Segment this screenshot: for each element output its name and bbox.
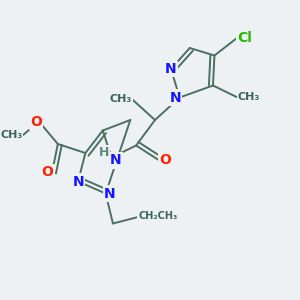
Text: CH₂CH₃: CH₂CH₃ — [138, 211, 178, 221]
Text: CH₃: CH₃ — [0, 130, 22, 140]
Text: CH₃: CH₃ — [238, 92, 260, 103]
Text: N: N — [104, 187, 116, 200]
Text: N: N — [72, 175, 84, 188]
Text: N: N — [169, 91, 181, 104]
Text: CH₃: CH₃ — [110, 94, 132, 104]
Text: O: O — [30, 115, 42, 128]
Text: H: H — [99, 146, 110, 159]
Text: Cl: Cl — [238, 31, 252, 44]
Text: N: N — [110, 154, 122, 167]
Text: O: O — [42, 166, 54, 179]
Text: N: N — [165, 62, 177, 76]
Text: O: O — [159, 154, 171, 167]
